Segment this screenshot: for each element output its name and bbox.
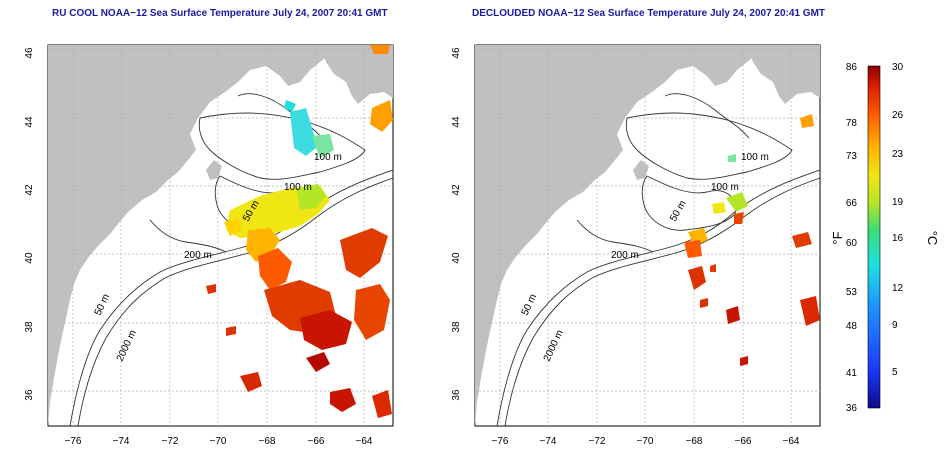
right-sst-patches — [684, 114, 820, 366]
right-lon-label: −66 — [735, 436, 752, 447]
left-lat-label: 44 — [24, 116, 35, 128]
colorbar-celsius-tick: 23 — [892, 149, 904, 160]
left-contour-label-100m-south: 100 m — [284, 182, 312, 193]
right-land-nova-scotia — [747, 45, 820, 104]
right-lat-label: 44 — [451, 116, 462, 128]
left-lat-label: 46 — [24, 47, 35, 59]
colorbar-unit-celsius: °C — [925, 231, 940, 246]
colorbar-celsius-tick: 30 — [892, 62, 904, 73]
right-map-panel: 100 m 100 m 50 m 200 m 50 m 2000 m 36 38… — [451, 44, 821, 447]
colorbar-fahrenheit-tick: 60 — [846, 238, 858, 249]
right-lat-label: 36 — [451, 389, 462, 401]
left-map-title: RU COOL NOAA−12 Sea Surface Temperature … — [52, 8, 388, 19]
colorbar-fahrenheit-tick: 86 — [846, 62, 858, 73]
colorbar-fahrenheit-tick: 48 — [846, 321, 858, 332]
left-lat-label: 40 — [24, 252, 35, 264]
right-graticule — [475, 45, 820, 426]
colorbar-fahrenheit-tick: 41 — [846, 368, 858, 379]
right-contour-label-100m-south: 100 m — [711, 182, 739, 193]
left-lon-label: −74 — [113, 436, 130, 447]
left-lat-label: 36 — [24, 389, 35, 401]
colorbar-gradient — [867, 65, 881, 409]
colorbar-fahrenheit-tick: 66 — [846, 198, 858, 209]
temperature-colorbar: 86 78 73 66 60 53 48 41 36 30 26 23 19 1… — [830, 62, 940, 414]
right-contour-label-200m: 200 m — [611, 250, 639, 261]
left-lon-label: −66 — [308, 436, 325, 447]
colorbar-celsius-tick: 26 — [892, 110, 904, 121]
left-lat-label: 42 — [24, 184, 35, 196]
colorbar-celsius-tick: 9 — [892, 320, 898, 331]
colorbar-fahrenheit-tick: 78 — [846, 118, 858, 129]
left-map-panel: 100 m 100 m 50 m 200 m 50 m 2000 m 36 38… — [24, 44, 394, 447]
left-contour-label-100m-north: 100 m — [314, 152, 342, 163]
left-lon-label: −64 — [356, 436, 373, 447]
left-land — [48, 45, 330, 426]
colorbar-fahrenheit-tick: 53 — [846, 287, 858, 298]
colorbar-celsius-tick: 16 — [892, 233, 904, 244]
colorbar-unit-fahrenheit: °F — [830, 231, 845, 244]
left-lon-label: −72 — [162, 436, 179, 447]
right-lon-label: −74 — [540, 436, 557, 447]
right-lon-label: −76 — [492, 436, 509, 447]
right-map-title: DECLOUDED NOAA−12 Sea Surface Temperatur… — [472, 8, 826, 19]
right-lat-label: 46 — [451, 47, 462, 59]
left-lon-label: −68 — [259, 436, 276, 447]
right-contour-label-100m-north: 100 m — [741, 152, 769, 163]
left-lon-label: −76 — [65, 436, 82, 447]
right-lat-label: 40 — [451, 252, 462, 264]
left-sst-patches — [206, 45, 393, 418]
right-lon-label: −68 — [686, 436, 703, 447]
right-lon-label: −64 — [783, 436, 800, 447]
right-lat-label: 42 — [451, 184, 462, 196]
left-contour-label-200m: 200 m — [184, 250, 212, 261]
right-land — [475, 45, 757, 426]
right-lon-label: −70 — [637, 436, 654, 447]
right-lon-label: −72 — [589, 436, 606, 447]
left-lat-label: 38 — [24, 321, 35, 333]
left-land-nova-scotia — [320, 45, 393, 104]
right-lat-label: 38 — [451, 321, 462, 333]
colorbar-fahrenheit-tick: 36 — [846, 403, 858, 414]
colorbar-celsius-tick: 5 — [892, 367, 898, 378]
colorbar-celsius-tick: 19 — [892, 197, 904, 208]
colorbar-fahrenheit-tick: 73 — [846, 151, 858, 162]
colorbar-celsius-tick: 12 — [892, 283, 904, 294]
left-lon-label: −70 — [210, 436, 227, 447]
